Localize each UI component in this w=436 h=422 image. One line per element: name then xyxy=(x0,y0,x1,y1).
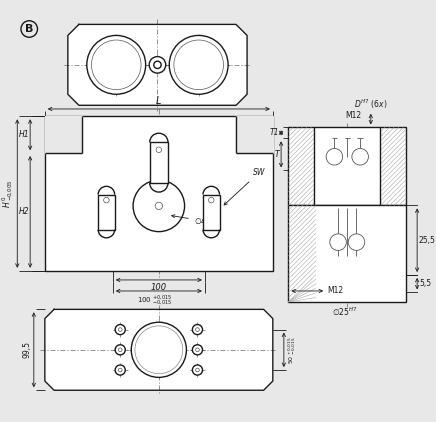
Text: $50\;^{+0{,}015}_{-0{,}015}$: $50\;^{+0{,}015}_{-0{,}015}$ xyxy=(286,336,297,364)
Text: $100\;^{+0{,}015}_{-0{,}015}$: $100\;^{+0{,}015}_{-0{,}015}$ xyxy=(137,294,172,307)
Text: L: L xyxy=(156,96,161,106)
Circle shape xyxy=(131,322,187,377)
Circle shape xyxy=(149,57,166,73)
Text: 99,5: 99,5 xyxy=(23,341,32,358)
Circle shape xyxy=(115,365,125,375)
Text: T: T xyxy=(275,150,279,159)
Text: M12: M12 xyxy=(345,111,361,120)
Circle shape xyxy=(104,197,109,203)
Bar xyxy=(98,195,115,230)
Circle shape xyxy=(208,197,214,203)
Bar xyxy=(289,206,406,302)
Polygon shape xyxy=(45,309,273,390)
Polygon shape xyxy=(68,24,247,106)
Circle shape xyxy=(21,21,37,37)
Bar xyxy=(45,116,82,153)
Circle shape xyxy=(115,325,125,335)
Circle shape xyxy=(174,40,224,89)
Circle shape xyxy=(115,345,125,355)
Text: $\varnothing48$: $\varnothing48$ xyxy=(172,215,211,226)
Text: $H\,^{0}_{-0{,}005}$: $H\,^{0}_{-0{,}005}$ xyxy=(0,179,14,208)
Circle shape xyxy=(352,149,368,165)
Text: SW: SW xyxy=(224,168,265,205)
Circle shape xyxy=(330,234,346,250)
Circle shape xyxy=(192,365,202,375)
Bar xyxy=(150,143,168,183)
Circle shape xyxy=(92,40,141,89)
Text: M12: M12 xyxy=(327,287,344,295)
Circle shape xyxy=(119,368,122,372)
Circle shape xyxy=(135,326,183,374)
Circle shape xyxy=(196,328,199,331)
Text: $D^{H7}\ (6x)$: $D^{H7}\ (6x)$ xyxy=(354,97,388,111)
Text: 100: 100 xyxy=(151,283,167,292)
Circle shape xyxy=(192,345,202,355)
Text: H1: H1 xyxy=(19,130,29,139)
Circle shape xyxy=(87,35,146,94)
Text: 25,5: 25,5 xyxy=(419,236,436,245)
Circle shape xyxy=(155,202,163,210)
Circle shape xyxy=(192,325,202,335)
Bar xyxy=(203,195,220,230)
Circle shape xyxy=(133,180,184,232)
Text: H2: H2 xyxy=(19,208,29,216)
Circle shape xyxy=(119,328,122,331)
Circle shape xyxy=(119,348,122,352)
Text: B: B xyxy=(25,24,34,34)
Bar xyxy=(45,116,273,271)
Circle shape xyxy=(196,368,199,372)
Circle shape xyxy=(326,149,343,165)
Bar xyxy=(289,127,406,206)
Circle shape xyxy=(348,234,365,250)
Circle shape xyxy=(154,61,161,68)
Text: $\varnothing25^{H7}$: $\varnothing25^{H7}$ xyxy=(332,306,358,318)
Text: T1: T1 xyxy=(270,128,279,138)
Text: 5,5: 5,5 xyxy=(419,279,431,288)
Circle shape xyxy=(169,35,228,94)
Circle shape xyxy=(156,147,162,152)
Circle shape xyxy=(196,348,199,352)
Bar xyxy=(236,116,273,153)
